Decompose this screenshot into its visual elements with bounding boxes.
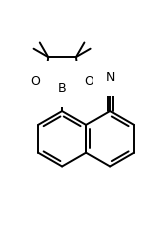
Text: O: O — [30, 74, 40, 87]
Text: N: N — [105, 71, 115, 84]
Text: O: O — [85, 74, 94, 87]
Text: B: B — [58, 82, 66, 95]
